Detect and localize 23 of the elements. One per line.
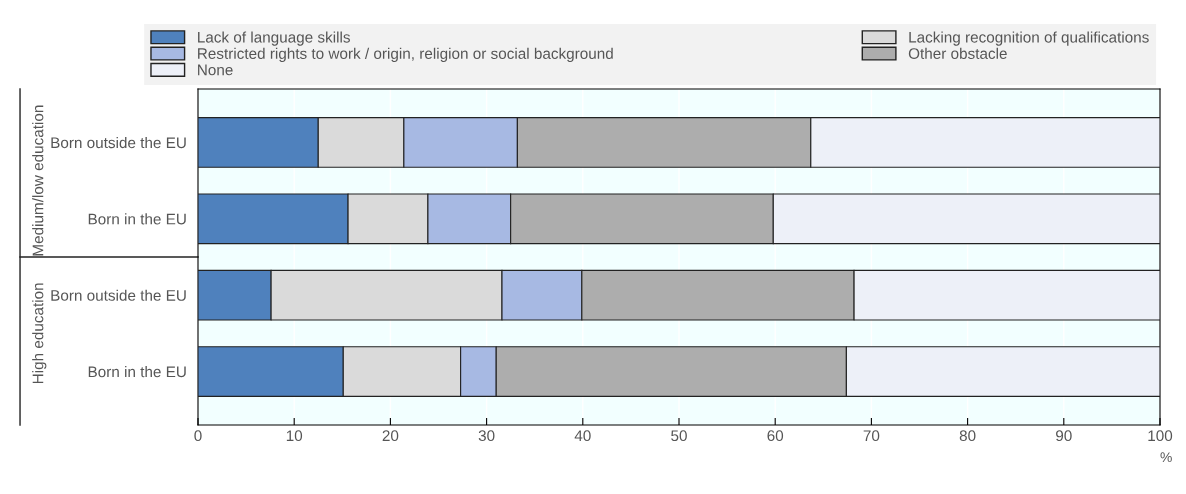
x-tick-label: 60 <box>767 430 784 442</box>
x-tick-label: 40 <box>574 430 591 442</box>
x-tick-label: 10 <box>286 430 303 442</box>
x-tick-label: 30 <box>478 430 495 442</box>
text: High education <box>32 283 47 384</box>
x-tick-label: 100 <box>1148 430 1173 442</box>
x-tick-label: 90 <box>1056 430 1072 442</box>
text: Medium/low education <box>32 105 44 256</box>
y-tick-label: Born outside the EU <box>51 136 186 149</box>
x-tick-label: 0 <box>194 430 202 442</box>
legend-label: Restricted rights to work / origin, religion or social background <box>198 47 613 62</box>
x-axis-title: % <box>1160 452 1172 463</box>
legend-label: Other obstacle <box>908 47 1007 59</box>
y-tick-label: Born in the EU <box>88 366 186 378</box>
legend-label: None <box>198 64 233 76</box>
legend-label: Lacking recognition of qualifications <box>909 31 1149 46</box>
legend-label: Lack of language skills <box>198 31 350 46</box>
y-tick-label: Born outside the EU <box>51 289 186 301</box>
x-tick-label: 50 <box>671 430 687 442</box>
y-tick-label: Born in the EU <box>88 213 186 225</box>
x-tick-label: 80 <box>959 430 976 442</box>
x-tick-label: 20 <box>382 430 399 442</box>
x-tick-label: 70 <box>863 430 880 442</box>
